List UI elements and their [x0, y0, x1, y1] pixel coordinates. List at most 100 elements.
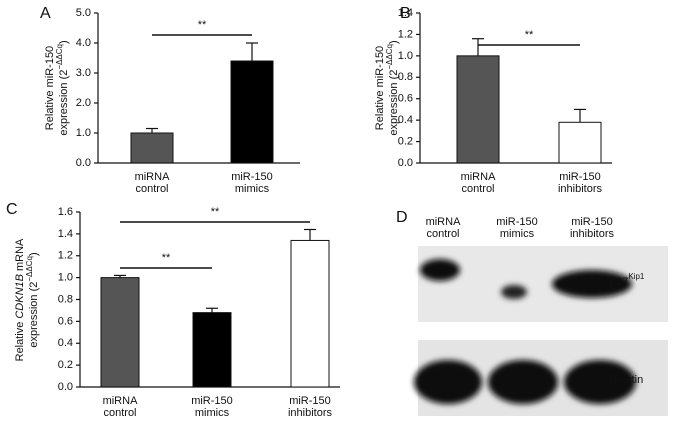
bar — [130, 132, 174, 164]
significance-label: ** — [162, 252, 171, 264]
y-tick-label: 0.4 — [58, 337, 73, 349]
x-tick-label: miRNA control — [461, 171, 496, 195]
y-tick-label: 0.0 — [76, 157, 91, 169]
y-axis-label-part: ) — [58, 40, 70, 44]
y-axis-label: Relative CDKN1B mRNA — [14, 238, 26, 361]
x-tick-label-line: mimics — [195, 407, 230, 419]
x-tick-label-line: control — [103, 407, 136, 419]
y-tick-label: 1.0 — [58, 272, 73, 284]
y-axis-label-part: expression (2 — [58, 70, 70, 136]
y-tick-label: 0.6 — [398, 93, 413, 105]
column-label-line: inhibitors — [570, 228, 615, 240]
x-tick-label-line: inhibitors — [558, 183, 603, 195]
column-label: miR-150 mimics — [496, 216, 538, 240]
y-tick-label: 0.4 — [398, 114, 413, 126]
column-label: miRNA control — [426, 216, 461, 240]
x-tick-label: miR-150 mimics — [191, 395, 233, 419]
x-tick-label-line: miR-150 — [289, 395, 331, 407]
x-tick-label: miRNA control — [103, 395, 138, 419]
y-tick-label: 3.0 — [76, 67, 91, 79]
band — [420, 259, 460, 281]
y-tick-label: 1.4 — [58, 228, 73, 240]
y-axis-label-sup: −ΔΔCq — [25, 256, 34, 282]
y-axis-label-part: Relative — [14, 322, 26, 362]
y-axis-label-part: Relative miR-150 — [374, 46, 386, 130]
y-axis-label-part: expression (2 — [28, 282, 40, 348]
panel-label: C — [6, 201, 18, 218]
y-tick-label: 1.2 — [398, 28, 413, 40]
y-axis-label-sup: −ΔΔCq — [385, 44, 394, 70]
bar — [192, 312, 232, 388]
blot-image — [414, 246, 668, 416]
x-tick-label-line: control — [135, 183, 168, 195]
column-label-line: miR-150 — [571, 216, 613, 228]
x-tick-label: miR-150 mimics — [231, 171, 273, 195]
row-label: β-actin — [610, 374, 643, 386]
column-label-line: miR-150 — [496, 216, 538, 228]
panel-label: A — [40, 5, 51, 22]
x-tick-label-line: miRNA — [103, 395, 138, 407]
significance-label: ** — [525, 29, 534, 41]
x-tick-label: miRNA control — [135, 171, 170, 195]
x-tick-label-line: miR-150 — [559, 171, 601, 183]
x-tick-label: miR-150 inhibitors — [288, 395, 333, 419]
x-tick-label-line: mimics — [235, 183, 270, 195]
y-tick-label: 0.2 — [58, 359, 73, 371]
y-tick-label: 1.0 — [76, 127, 91, 139]
y-tick-label: 4.0 — [76, 37, 91, 49]
column-label-line: control — [426, 228, 459, 240]
y-tick-label: 0.0 — [58, 381, 73, 393]
significance-label: ** — [211, 206, 220, 218]
column-label-line: mimics — [500, 228, 535, 240]
y-tick-label: 2.0 — [76, 97, 91, 109]
row-label: p27Kip1 — [610, 272, 645, 288]
y-tick-label: 1.6 — [58, 206, 73, 218]
y-axis-label-part: Relative miR-150 — [44, 46, 56, 130]
bar — [100, 277, 140, 388]
x-tick-label-line: control — [461, 183, 494, 195]
y-tick-label: 5.0 — [76, 7, 91, 19]
band — [488, 360, 558, 404]
x-tick-label-line: miR-150 — [231, 171, 273, 183]
column-label: miR-150 inhibitors — [570, 216, 615, 240]
row-label-sup: Kip1 — [628, 272, 645, 281]
y-tick-label: 0.8 — [398, 71, 413, 83]
x-tick-label-line: miR-150 — [191, 395, 233, 407]
bar — [290, 239, 330, 388]
band — [564, 360, 636, 404]
y-tick-label: 1.2 — [58, 250, 73, 262]
column-label-line: miRNA — [426, 216, 461, 228]
y-axis-label: expression (2−ΔΔCq) — [385, 40, 400, 135]
y-axis-label: Relative miR-150 — [44, 46, 56, 130]
y-tick-label: 1.4 — [398, 7, 413, 19]
y-tick-label: 0.6 — [58, 315, 73, 327]
y-tick-label: 0.8 — [58, 293, 73, 305]
blot-headers: miRNA control miR-150 mimics miR-150 inhibi… — [426, 216, 615, 240]
y-axis-label: Relative miR-150 — [374, 46, 386, 130]
y-tick-label: 0.0 — [398, 157, 413, 169]
y-axis-label: expression (2−ΔΔCq) — [55, 40, 70, 135]
panel-label: B — [400, 5, 411, 22]
bar — [558, 121, 602, 164]
x-tick-label-line: inhibitors — [288, 407, 333, 419]
x-tick-label-line: miRNA — [461, 171, 496, 183]
band — [552, 270, 632, 298]
y-axis-label-part: CDKN1B — [14, 274, 26, 319]
significance-label: ** — [198, 19, 207, 31]
band — [501, 285, 527, 299]
bar — [456, 55, 500, 164]
y-axis-label-part: ) — [28, 252, 40, 256]
band — [414, 360, 482, 404]
x-tick-label: miR-150 inhibitors — [558, 171, 603, 195]
y-tick-label: 1.0 — [398, 50, 413, 62]
y-axis-label: expression (2−ΔΔCq) — [25, 252, 40, 347]
row-label-text: p27 — [610, 276, 628, 288]
y-axis-label-sup: −ΔΔCq — [55, 44, 64, 70]
y-tick-label: 0.2 — [398, 135, 413, 147]
x-tick-label-line: miRNA — [135, 171, 170, 183]
y-axis-label-part: expression (2 — [388, 70, 400, 136]
y-axis-label-part: ) — [388, 40, 400, 44]
panel-label: D — [396, 209, 408, 226]
